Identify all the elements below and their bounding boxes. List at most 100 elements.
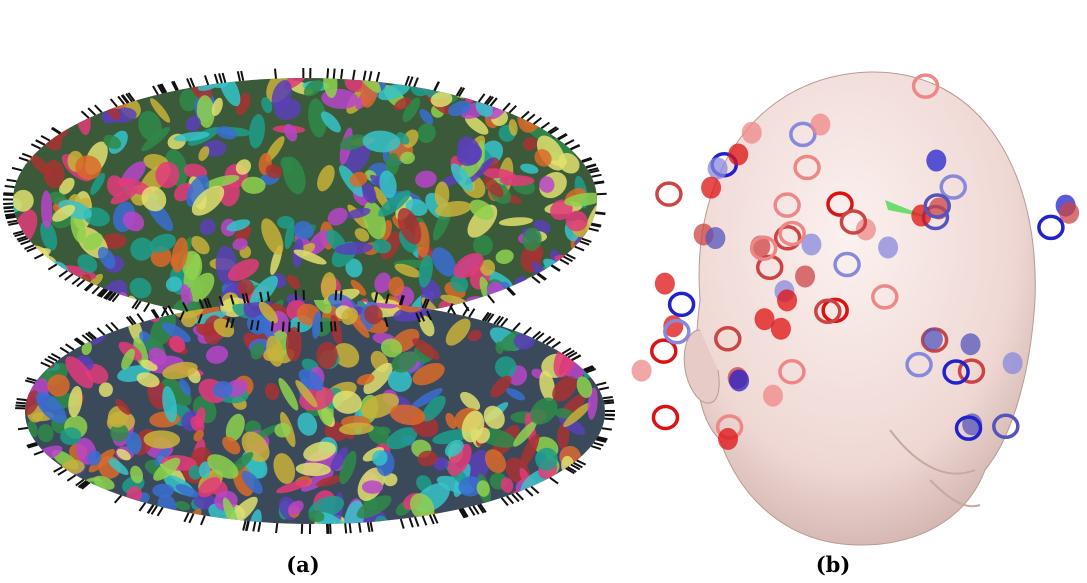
normal-arrow bbox=[137, 314, 143, 322]
gyrus-patch bbox=[539, 61, 566, 100]
normal-arrow bbox=[550, 478, 558, 484]
normal-arrow bbox=[589, 229, 599, 231]
normal-arrow bbox=[331, 322, 332, 332]
gyrus-patch bbox=[564, 291, 595, 311]
normal-arrow bbox=[371, 522, 373, 532]
gyrus-patch bbox=[38, 284, 56, 301]
normal-arrow bbox=[369, 71, 371, 81]
normal-arrow bbox=[6, 216, 16, 217]
gyrus-patch bbox=[546, 298, 567, 320]
gyrus-patch bbox=[32, 481, 73, 526]
normal-arrow bbox=[507, 496, 514, 504]
normal-arrow bbox=[215, 74, 218, 84]
electrode-disc bbox=[1003, 352, 1023, 374]
normal-arrow bbox=[353, 70, 355, 80]
normal-arrow bbox=[330, 524, 331, 534]
gyrus-patch bbox=[584, 333, 617, 357]
normal-arrow bbox=[66, 344, 74, 350]
gyrus-patch bbox=[579, 320, 602, 354]
normal-arrow bbox=[153, 86, 158, 95]
gyrus-patch bbox=[8, 98, 33, 124]
normal-arrow bbox=[158, 507, 163, 516]
gyrus-patch bbox=[560, 467, 601, 493]
normal-arrow bbox=[501, 498, 507, 506]
normal-arrow bbox=[594, 443, 604, 446]
gyrus-patch bbox=[376, 426, 390, 435]
normal-arrow bbox=[65, 274, 73, 280]
gyrus-patch bbox=[577, 118, 592, 148]
gyrus-patch bbox=[507, 283, 531, 309]
normal-arrow bbox=[4, 208, 14, 209]
normal-arrow bbox=[60, 348, 68, 353]
gyrus-patch bbox=[74, 290, 89, 302]
gyrus-patch bbox=[96, 514, 114, 531]
normal-arrow bbox=[12, 168, 22, 170]
normal-arrow bbox=[111, 323, 118, 330]
normal-arrow bbox=[92, 287, 99, 294]
gyrus-patch bbox=[70, 494, 108, 520]
normal-arrow bbox=[97, 328, 104, 335]
normal-arrow bbox=[341, 69, 342, 79]
normal-arrow bbox=[531, 487, 538, 494]
normal-arrow bbox=[368, 522, 370, 532]
electrode-disc bbox=[878, 236, 898, 258]
normal-arrow bbox=[21, 241, 30, 244]
gyrus-patch bbox=[42, 285, 76, 326]
gyrus-patch bbox=[1, 96, 27, 125]
gyrus-patch bbox=[26, 350, 50, 372]
gyrus-patch bbox=[28, 113, 47, 133]
normal-arrow bbox=[604, 403, 614, 404]
normal-arrow bbox=[524, 327, 531, 334]
normal-arrow bbox=[575, 247, 584, 251]
electrode-disc bbox=[705, 227, 725, 249]
normal-arrow bbox=[8, 223, 18, 225]
gyrus-patch bbox=[576, 292, 603, 316]
normal-arrow bbox=[276, 523, 277, 533]
gyrus-patch bbox=[54, 308, 85, 333]
normal-arrow bbox=[7, 180, 17, 182]
gyrus-patch bbox=[36, 472, 61, 489]
gyrus-patch bbox=[566, 315, 605, 333]
gyrus-patch bbox=[494, 68, 514, 98]
normal-arrow bbox=[59, 271, 67, 277]
gyrus-patch bbox=[38, 475, 56, 500]
normal-arrow bbox=[604, 400, 614, 401]
normal-arrow bbox=[602, 428, 612, 429]
normal-arrow bbox=[272, 321, 273, 331]
gyrus-patch bbox=[1, 239, 35, 274]
gyrus-patch bbox=[489, 507, 506, 524]
normal-arrow bbox=[238, 71, 240, 81]
panel-label: (a) bbox=[286, 552, 319, 577]
normal-arrow bbox=[522, 111, 529, 118]
normal-arrow bbox=[36, 140, 45, 145]
normal-arrow bbox=[335, 321, 336, 331]
normal-arrow bbox=[479, 94, 485, 102]
electrode-disc bbox=[926, 150, 946, 172]
gyrus-patch bbox=[564, 91, 586, 115]
gyrus-patch bbox=[89, 496, 110, 512]
normal-arrow bbox=[434, 514, 438, 523]
normal-arrow bbox=[139, 503, 145, 511]
normal-arrow bbox=[223, 73, 226, 83]
gyrus-patch bbox=[60, 321, 80, 335]
gyrus-patch bbox=[594, 336, 612, 356]
gyrus-patch bbox=[18, 450, 42, 478]
normal-arrow bbox=[34, 451, 43, 455]
gyrus-patch bbox=[577, 103, 616, 135]
normal-arrow bbox=[582, 239, 591, 242]
normal-arrow bbox=[41, 363, 50, 367]
normal-arrow bbox=[359, 523, 361, 533]
electrode-ring bbox=[1039, 216, 1063, 238]
normal-arrow bbox=[95, 105, 102, 112]
normal-arrow bbox=[34, 254, 43, 258]
electrode-disc bbox=[632, 360, 652, 382]
electrode-disc bbox=[771, 318, 791, 340]
gyrus-patch bbox=[30, 510, 47, 531]
gyrus-patch bbox=[64, 72, 92, 102]
gyrus-patch bbox=[553, 288, 569, 314]
gyrus-patch bbox=[122, 509, 143, 537]
gyrus-patch bbox=[441, 516, 458, 532]
normal-arrow bbox=[16, 403, 26, 404]
brain-image bbox=[0, 59, 624, 540]
normal-arrow bbox=[541, 122, 549, 128]
